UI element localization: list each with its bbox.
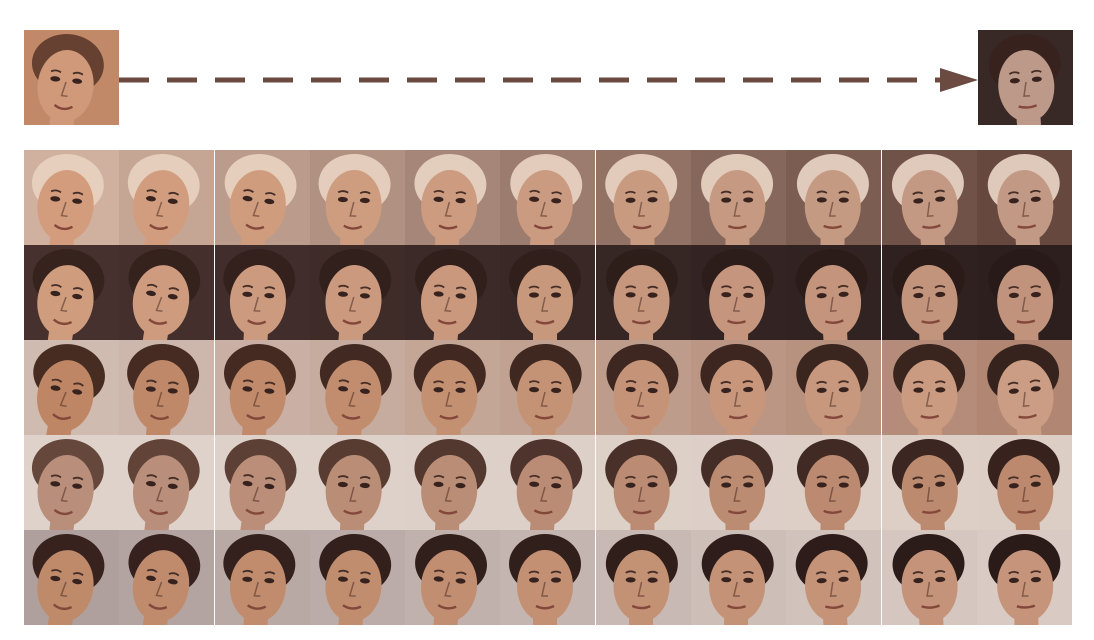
face-cell	[691, 435, 787, 530]
face-cell	[881, 435, 977, 530]
face-cell	[595, 340, 691, 435]
face-cell	[595, 530, 691, 625]
face-cell	[119, 435, 215, 530]
face-cell	[976, 530, 1072, 625]
face-cell	[405, 435, 501, 530]
face-cell	[881, 150, 977, 245]
face-cell	[405, 530, 501, 625]
face-cell	[881, 245, 977, 340]
face-cell	[500, 150, 596, 245]
face-cell	[976, 340, 1072, 435]
face-cell	[881, 530, 977, 625]
face-cell	[786, 435, 882, 530]
face-cell	[691, 530, 787, 625]
face-cell	[500, 340, 596, 435]
face-cell	[976, 435, 1072, 530]
face-cell	[595, 245, 691, 340]
face-cell	[976, 150, 1072, 245]
face-cell	[309, 150, 405, 245]
target-face-image	[978, 30, 1073, 125]
face-cell	[976, 245, 1072, 340]
face-cell	[786, 530, 882, 625]
face-cell	[500, 245, 596, 340]
face-interpolation-grid	[24, 150, 1072, 625]
face-cell	[595, 150, 691, 245]
face-cell	[24, 530, 119, 625]
face-cell	[214, 245, 310, 340]
face-cell	[119, 340, 215, 435]
source-face-image	[24, 30, 119, 125]
face-cell	[500, 435, 596, 530]
face-cell	[214, 150, 310, 245]
face-cell	[24, 150, 119, 245]
face-cell	[119, 150, 215, 245]
arrow-head	[940, 68, 978, 92]
face-cell	[119, 245, 215, 340]
face-cell	[405, 245, 501, 340]
face-cell	[786, 245, 882, 340]
face-cell	[24, 245, 119, 340]
face-cell	[309, 245, 405, 340]
face-cell	[309, 340, 405, 435]
face-cell	[691, 150, 787, 245]
face-cell	[786, 150, 882, 245]
face-cell	[691, 245, 787, 340]
face-cell	[881, 340, 977, 435]
face-cell	[405, 150, 501, 245]
face-cell	[24, 435, 119, 530]
face-cell	[214, 340, 310, 435]
face-cell	[309, 530, 405, 625]
face-cell	[691, 340, 787, 435]
face-cell	[24, 340, 119, 435]
face-cell	[119, 530, 215, 625]
morph-direction-arrow	[119, 68, 978, 92]
face-cell	[214, 435, 310, 530]
face-cell	[500, 530, 596, 625]
face-cell	[214, 530, 310, 625]
face-cell	[786, 340, 882, 435]
face-cell	[405, 340, 501, 435]
face-cell	[595, 435, 691, 530]
face-cell	[309, 435, 405, 530]
